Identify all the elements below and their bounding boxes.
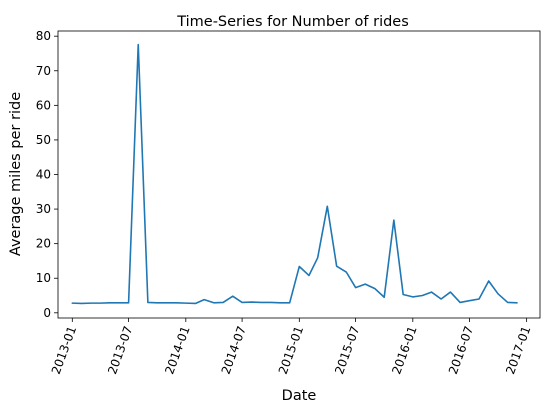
y-tick-label: 10 <box>36 271 51 285</box>
y-tick-label: 20 <box>36 237 51 251</box>
x-tick-label: 2017-01 <box>503 324 533 376</box>
y-tick-label: 60 <box>36 98 51 112</box>
y-tick-label: 70 <box>36 64 51 78</box>
series-layer <box>71 43 518 305</box>
x-tick-label: 2016-07 <box>446 324 476 376</box>
y-axis: 0 10 20 30 40 50 60 70 80 <box>36 29 58 320</box>
y-tick-label: 30 <box>36 202 51 216</box>
y-tick-label: 80 <box>36 29 51 43</box>
x-tick-label: 2013-01 <box>49 324 79 376</box>
x-tick-label: 2015-07 <box>332 324 362 376</box>
y-tick-label: 50 <box>36 133 51 147</box>
x-tick-label: 2014-07 <box>219 324 249 376</box>
x-axis: 2013-01 2013-07 2014-01 2014-07 2015-01 2015-… <box>49 318 533 376</box>
x-tick-label: 2015-01 <box>276 324 306 376</box>
x-tick-label: 2016-01 <box>389 324 419 376</box>
y-axis-title: Average miles per ride <box>8 92 24 256</box>
x-axis-title: Date <box>282 388 317 404</box>
x-tick-label: 2014-01 <box>162 324 192 376</box>
series-line-0 <box>71 43 518 305</box>
y-tick-label: 40 <box>36 168 51 182</box>
x-tick-label: 2013-07 <box>105 324 135 376</box>
chart-title: Time-Series for Number of rides <box>176 14 409 30</box>
y-tick-label: 0 <box>43 306 51 320</box>
